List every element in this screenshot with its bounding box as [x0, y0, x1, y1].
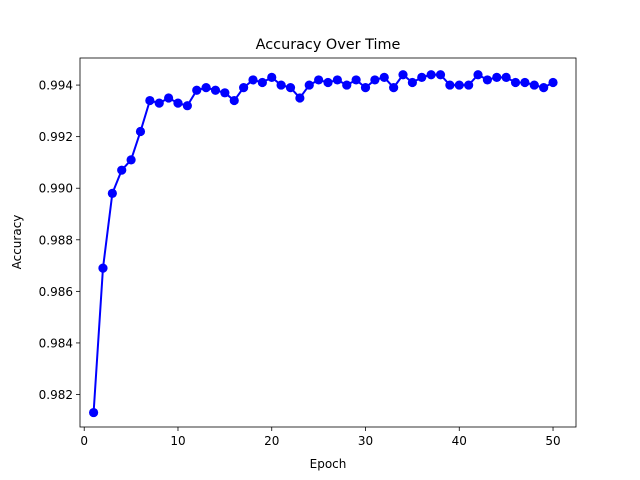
data-point: [304, 80, 314, 90]
data-point: [257, 77, 267, 88]
data-point: [492, 72, 502, 82]
data-point: [135, 126, 146, 137]
x-axis-label: Epoch: [310, 457, 347, 471]
data-point: [164, 93, 174, 103]
data-point: [342, 80, 352, 90]
plot-area: 0 10 20 30 40 50 0.982 0.984 0.986 0.988 0.990 0.99…: [39, 57, 577, 448]
y-tick-label: 0.986: [39, 285, 73, 299]
y-tick-label: 0.990: [39, 182, 73, 196]
x-tick-label: 30: [358, 434, 373, 448]
data-point: [473, 70, 483, 80]
data-point: [398, 70, 408, 80]
x-tick-label: 10: [170, 434, 185, 448]
y-axis-label: Accuracy: [10, 215, 24, 270]
data-point: [295, 93, 305, 103]
data-point: [145, 95, 155, 106]
data-point: [154, 98, 164, 108]
data-point: [454, 80, 464, 90]
data-point: [201, 83, 211, 93]
data-point: [426, 70, 436, 80]
data-point: [192, 85, 202, 95]
data-point: [501, 72, 511, 82]
plot-frame: [79, 57, 577, 428]
data-point: [220, 88, 230, 98]
data-point: [248, 75, 258, 85]
y-tick-label: 0.994: [39, 79, 73, 93]
data-point: [98, 263, 108, 273]
data-point: [117, 165, 127, 175]
data-point: [332, 75, 342, 85]
data-point: [229, 95, 239, 106]
data-point: [323, 77, 333, 88]
data-point: [435, 70, 446, 80]
data-point: [417, 72, 427, 82]
data-point: [445, 80, 455, 90]
data-point: [285, 83, 296, 93]
data-point: [173, 98, 183, 108]
data-point: [510, 77, 521, 88]
data-point: [360, 83, 371, 93]
x-tick-label: 40: [452, 434, 467, 448]
data-point: [407, 77, 417, 88]
data-point: [389, 83, 399, 93]
data-point: [314, 75, 324, 85]
data-point: [548, 77, 558, 88]
y-tick-label: 0.982: [39, 388, 73, 402]
data-point: [89, 407, 99, 418]
data-point: [276, 80, 286, 90]
data-point: [482, 75, 492, 85]
data-point: [370, 75, 380, 85]
data-point: [464, 80, 474, 90]
data-point: [351, 75, 361, 85]
series-line: [92, 73, 554, 413]
data-point: [379, 72, 389, 82]
data-point: [267, 72, 277, 82]
data-point: [239, 83, 249, 93]
x-tick-label: 0: [80, 434, 88, 448]
y-tick-label: 0.984: [39, 336, 73, 350]
y-tick-label: 0.992: [39, 130, 73, 144]
y-tick-label: 0.988: [39, 233, 73, 247]
data-point: [210, 85, 221, 95]
x-tick-label: 50: [545, 434, 560, 448]
x-tick-label: 20: [264, 434, 279, 448]
data-point: [107, 188, 117, 198]
data-point: [539, 83, 549, 93]
data-point: [529, 80, 539, 90]
data-point: [520, 77, 530, 88]
chart-title: Accuracy Over Time: [256, 37, 401, 53]
data-point: [126, 155, 136, 165]
data-point: [182, 101, 192, 111]
